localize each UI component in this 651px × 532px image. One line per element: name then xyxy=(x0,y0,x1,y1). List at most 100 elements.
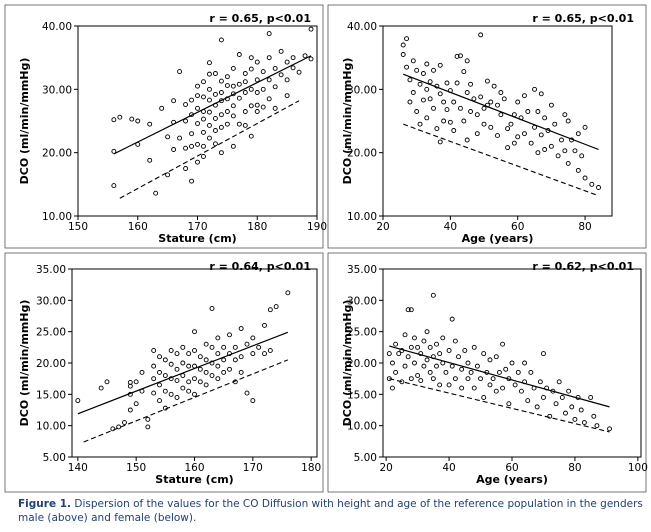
data-point xyxy=(186,379,192,385)
data-point xyxy=(538,132,544,138)
data-point xyxy=(559,137,564,143)
data-point xyxy=(171,119,177,125)
data-point xyxy=(535,109,541,114)
y-tick-label: 10.00 xyxy=(42,211,72,223)
data-point xyxy=(159,105,165,111)
data-point xyxy=(430,292,436,298)
data-point xyxy=(218,150,224,156)
data-point xyxy=(506,376,512,382)
data-point xyxy=(452,338,458,344)
data-point xyxy=(481,105,487,111)
data-point xyxy=(192,391,197,397)
data-point xyxy=(244,390,250,396)
data-point xyxy=(224,121,230,127)
data-point xyxy=(232,344,238,350)
data-point xyxy=(493,354,499,360)
data-point xyxy=(212,141,218,147)
data-point xyxy=(272,84,278,90)
data-point xyxy=(393,369,399,375)
data-point xyxy=(197,354,203,360)
data-point xyxy=(197,379,203,385)
data-point xyxy=(418,351,424,357)
data-point xyxy=(203,341,209,347)
data-point xyxy=(127,379,133,385)
data-point xyxy=(266,55,272,61)
data-point xyxy=(206,109,212,115)
data-point xyxy=(212,71,218,76)
data-point xyxy=(399,348,405,353)
data-point xyxy=(408,344,414,350)
data-point xyxy=(157,382,162,388)
data-point xyxy=(412,335,417,341)
data-point xyxy=(386,376,392,382)
data-point xyxy=(174,395,180,400)
data-point xyxy=(434,83,440,89)
data-point xyxy=(278,72,284,78)
data-point xyxy=(521,93,527,99)
data-point xyxy=(260,86,266,92)
data-point xyxy=(183,102,189,107)
data-point xyxy=(509,360,515,366)
data-point xyxy=(596,185,601,190)
data-point xyxy=(532,124,537,130)
data-point xyxy=(195,121,200,126)
data-point xyxy=(434,363,439,369)
data-point xyxy=(242,109,248,114)
data-point xyxy=(427,369,433,375)
x-axis-label: Age (years) xyxy=(462,232,534,245)
data-point xyxy=(266,31,272,37)
data-point xyxy=(224,96,230,102)
y-tick-label: 5.00 xyxy=(354,452,377,464)
data-point xyxy=(215,376,221,382)
data-point xyxy=(139,388,145,394)
data-point xyxy=(421,338,427,344)
data-point xyxy=(189,178,194,184)
data-point xyxy=(189,131,194,137)
data-point xyxy=(236,95,242,101)
data-point xyxy=(495,102,500,108)
data-point xyxy=(195,159,200,165)
data-point xyxy=(441,118,447,124)
data-point xyxy=(278,48,284,54)
data-point xyxy=(117,114,123,120)
data-point xyxy=(230,103,236,109)
data-point xyxy=(151,376,157,382)
data-point xyxy=(414,109,420,114)
data-point xyxy=(575,131,581,137)
data-point xyxy=(168,376,174,382)
data-point xyxy=(424,61,430,67)
data-point xyxy=(451,99,457,105)
data-point xyxy=(238,326,244,331)
data-point xyxy=(575,395,581,400)
data-point xyxy=(487,382,493,388)
data-point xyxy=(189,112,194,118)
data-point xyxy=(408,307,414,313)
data-point xyxy=(127,407,133,413)
data-point xyxy=(266,96,272,102)
x-tick-label: 170 xyxy=(187,221,207,233)
data-point xyxy=(427,96,433,102)
data-point xyxy=(569,137,575,143)
data-point xyxy=(248,55,254,61)
panel-frame xyxy=(327,252,647,493)
data-point xyxy=(174,378,180,383)
data-point xyxy=(192,329,197,335)
data-point xyxy=(308,56,314,62)
data-point xyxy=(559,395,565,400)
y-tick-label: 35.00 xyxy=(36,264,66,276)
x-tick-label: 140 xyxy=(68,462,88,474)
data-point xyxy=(588,395,594,400)
y-tick-label: 40.00 xyxy=(347,21,377,33)
data-point xyxy=(227,366,232,372)
data-point xyxy=(165,134,171,140)
plot-area xyxy=(382,268,642,458)
data-point xyxy=(515,99,521,105)
data-point xyxy=(180,360,186,366)
data-point xyxy=(414,67,420,73)
data-point xyxy=(212,128,218,133)
x-tick-label: 60 xyxy=(511,221,524,233)
lower-limit-line xyxy=(403,123,599,197)
x-tick-label: 160 xyxy=(128,221,148,233)
data-point xyxy=(389,385,395,391)
data-point xyxy=(440,335,446,341)
